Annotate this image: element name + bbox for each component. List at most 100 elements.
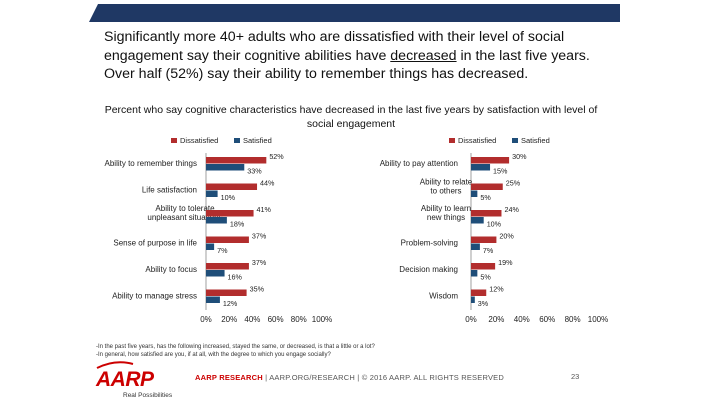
category-label: Ability to manage stress [112, 292, 197, 301]
category-label: Problem-solving [401, 239, 458, 248]
footnote-2: -In general, how satisfied are you, if a… [96, 352, 331, 358]
headline: Significantly more 40+ adults who are di… [104, 28, 614, 84]
data-label: 24% [504, 205, 519, 214]
legend-label: Dissatisfied [180, 136, 218, 145]
legend-swatch-dissatisfied [171, 138, 177, 143]
x-tick-label: 80% [565, 315, 581, 324]
footnotes: -In the past five years, has the followi… [96, 343, 616, 359]
category-label: Life satisfaction [142, 186, 197, 195]
page-number: 23 [571, 372, 580, 381]
data-label: 16% [228, 273, 243, 282]
footnote-1: -In the past five years, has the followi… [96, 344, 375, 350]
bar-satisfied [206, 217, 227, 224]
bar-dissatisfied [471, 236, 497, 243]
headline-line-1: Significantly more 40+ adults who are di… [104, 29, 565, 45]
legend-swatch-dissatisfied [449, 138, 455, 143]
legend-label: Dissatisfied [458, 136, 496, 145]
data-label: 7% [483, 246, 494, 255]
x-tick-label: 60% [268, 315, 284, 324]
data-label: 20% [499, 232, 514, 241]
data-label: 44% [260, 179, 275, 188]
x-tick-label: 0% [200, 315, 212, 324]
headline-line-2: engagement say their cognitive abilities… [104, 47, 614, 66]
footer-brand: AARP RESEARCH [195, 373, 263, 382]
category-label: Wisdom [429, 292, 458, 301]
bar-satisfied [206, 243, 215, 250]
bar-dissatisfied [471, 183, 503, 190]
category-label: to others [430, 187, 461, 196]
headline-line-2-post: in the last five years. [456, 47, 590, 64]
bar-satisfied [206, 190, 218, 197]
legend-label: Satisfied [243, 136, 272, 145]
data-label: 52% [269, 152, 284, 161]
data-label: 10% [487, 220, 502, 229]
bar-satisfied [471, 296, 475, 303]
data-label: 18% [230, 220, 245, 229]
data-label: 5% [480, 193, 491, 202]
data-label: 25% [506, 179, 521, 188]
legend-swatch-satisfied [512, 138, 518, 143]
aarp-logo: AARP [96, 368, 154, 391]
x-tick-label: 60% [539, 315, 555, 324]
x-tick-label: 40% [514, 315, 530, 324]
data-label: 12% [223, 299, 238, 308]
data-label: 3% [478, 299, 489, 308]
chart-title: Percent who say cognitive characteristic… [104, 104, 598, 130]
data-label: 37% [252, 258, 267, 267]
data-label: 41% [257, 205, 272, 214]
data-label: 33% [247, 167, 262, 176]
category-label: Ability to focus [145, 265, 197, 274]
headline-line-2-pre: engagement say their cognitive abilities… [104, 47, 391, 64]
x-tick-label: 80% [291, 315, 307, 324]
bar-dissatisfied [206, 263, 249, 270]
x-tick-label: 40% [244, 315, 260, 324]
logo-tagline: Real Possibilities [123, 392, 173, 399]
data-label: 12% [489, 285, 504, 294]
bar-satisfied [206, 296, 220, 303]
category-label: Ability to learn [421, 204, 471, 213]
bar-dissatisfied [471, 157, 510, 164]
x-tick-label: 0% [465, 315, 477, 324]
bar-satisfied [471, 164, 491, 171]
logo-swoosh-icon [96, 361, 134, 369]
category-label: Ability to tolerate [155, 204, 215, 213]
headline-underlined-word: decreased [390, 47, 457, 64]
footer-rest: | AARP.ORG/RESEARCH | © 2016 AARP. ALL R… [262, 373, 504, 382]
data-label: 5% [480, 273, 491, 282]
category-label: unpleasant situations [147, 213, 222, 222]
bar-dissatisfied [206, 289, 247, 296]
bar-satisfied [471, 243, 480, 250]
bar-dissatisfied [206, 210, 254, 217]
footer-credits: AARP RESEARCH | AARP.ORG/RESEARCH | © 20… [195, 373, 504, 382]
bar-dissatisfied [471, 289, 487, 296]
bar-dissatisfied [471, 263, 496, 270]
data-label: 7% [217, 246, 228, 255]
data-label: 35% [250, 285, 265, 294]
category-label: Ability to pay attention [380, 159, 458, 168]
data-label: 19% [498, 258, 513, 267]
x-tick-label: 20% [221, 315, 237, 324]
legend-swatch-satisfied [234, 138, 240, 143]
top-banner [89, 4, 620, 22]
headline-line-3: Over half (52%) say their ability to rem… [104, 66, 529, 82]
category-label: Decision making [399, 265, 458, 274]
bar-satisfied [471, 190, 478, 197]
bar-dissatisfied [206, 157, 267, 164]
data-label: 10% [221, 193, 236, 202]
legend-label: Satisfied [521, 136, 550, 145]
footer: AARP Real Possibilities AARP RESEARCH | … [0, 361, 720, 405]
banner-notch [89, 4, 98, 22]
x-tick-label: 100% [588, 315, 608, 324]
data-label: 15% [493, 167, 508, 176]
bar-satisfied [471, 270, 478, 277]
x-tick-label: 20% [488, 315, 504, 324]
category-label: Ability to remember things [105, 159, 197, 168]
data-label: 37% [252, 232, 267, 241]
x-tick-label: 100% [312, 315, 332, 324]
bar-satisfied [206, 164, 245, 171]
category-label: Sense of purpose in life [113, 239, 197, 248]
bar-dissatisfied [206, 183, 258, 190]
bar-satisfied [206, 270, 225, 277]
category-label: new things [427, 213, 465, 222]
